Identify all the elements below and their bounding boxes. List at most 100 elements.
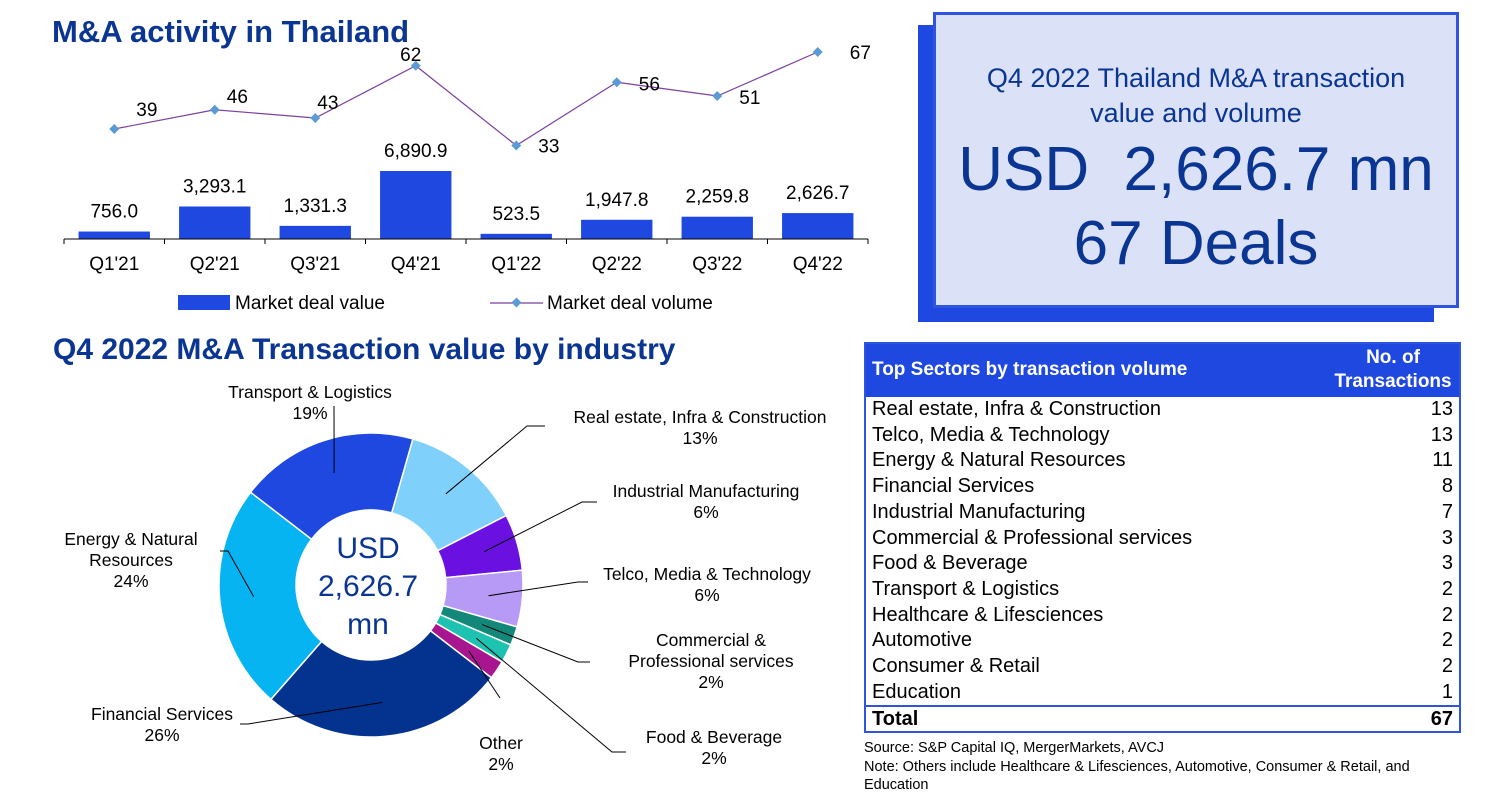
sector-name: Healthcare & Lifesciences bbox=[865, 603, 1327, 629]
volume-data-label: 43 bbox=[317, 93, 338, 114]
sector-name: Financial Services bbox=[865, 474, 1327, 500]
sector-name: Energy & Natural Resources bbox=[865, 448, 1327, 474]
kpi-card: Q4 2022 Thailand M&A transaction value a… bbox=[933, 12, 1459, 308]
slice-name: Real estate, Infra & Construction bbox=[574, 407, 827, 427]
bar-data-label: 3,293.1 bbox=[183, 177, 246, 198]
sector-name: Education bbox=[865, 680, 1327, 707]
volume-data-label: 51 bbox=[739, 88, 760, 109]
kpi-subtitle-line2: value and volume bbox=[936, 96, 1456, 131]
transaction-count: 3 bbox=[1327, 526, 1460, 552]
sector-name: Automotive bbox=[865, 628, 1327, 654]
kpi-deal-count: 67 Deals bbox=[936, 209, 1456, 279]
x-tick-label: Q3'21 bbox=[290, 254, 340, 275]
volume-marker bbox=[612, 77, 622, 87]
column-header-count: No. of Transactions bbox=[1327, 343, 1460, 397]
column-header-sector: Top Sectors by transaction volume bbox=[865, 343, 1327, 397]
slice-name: Energy & Natural bbox=[64, 529, 197, 549]
sector-name: Transport & Logistics bbox=[865, 577, 1327, 603]
transaction-count: 13 bbox=[1327, 423, 1460, 449]
bar-deal-value bbox=[782, 213, 853, 239]
total-label: Total bbox=[865, 706, 1327, 732]
bar-deal-value bbox=[481, 234, 552, 239]
x-tick-label: Q2'22 bbox=[592, 254, 642, 275]
table-header-row: Top Sectors by transaction volume No. of… bbox=[865, 343, 1460, 397]
slice-name: Telco, Media & Technology bbox=[603, 564, 811, 584]
transaction-count: 8 bbox=[1327, 474, 1460, 500]
industry-chart-title: Q4 2022 M&A Transaction value by industr… bbox=[53, 333, 675, 367]
slice-name: Transport & Logistics bbox=[228, 382, 392, 402]
bar-deal-value bbox=[79, 232, 150, 239]
volume-marker bbox=[813, 47, 823, 57]
slice-percent: 6% bbox=[694, 585, 719, 605]
kpi-deal-value: USD 2,626.7 mn bbox=[936, 135, 1456, 205]
legend-label-deal-volume: Market deal volume bbox=[547, 293, 713, 314]
x-tick-label: Q1'21 bbox=[89, 254, 139, 275]
line-series-market-deal-volume: 39 46 43 62 33 56 51 67 bbox=[109, 43, 871, 158]
top-sectors-table: Top Sectors by transaction volume No. of… bbox=[864, 342, 1461, 733]
bar-data-label: 1,331.3 bbox=[284, 196, 347, 217]
others-note: Note: Others include Healthcare & Lifesc… bbox=[864, 758, 1464, 795]
sector-name: Industrial Manufacturing bbox=[865, 500, 1327, 526]
transaction-count: 2 bbox=[1327, 603, 1460, 629]
volume-data-label: 62 bbox=[400, 45, 421, 66]
transaction-count: 2 bbox=[1327, 654, 1460, 680]
bar-data-label: 756.0 bbox=[90, 202, 138, 223]
slice-percent: 2% bbox=[701, 748, 726, 768]
volume-marker bbox=[210, 105, 220, 115]
slice-name: Financial Services bbox=[91, 704, 233, 724]
transaction-count: 2 bbox=[1327, 577, 1460, 603]
slice-percent: 26% bbox=[144, 725, 179, 745]
bar-deal-value bbox=[380, 171, 451, 239]
volume-data-label: 67 bbox=[850, 43, 871, 64]
transaction-count: 13 bbox=[1327, 397, 1460, 423]
chart-legend: Market deal value Market deal volume bbox=[178, 293, 713, 314]
volume-marker bbox=[109, 124, 119, 134]
sector-name: Commercial & Professional services bbox=[865, 526, 1327, 552]
slice-name: Commercial & bbox=[656, 630, 766, 650]
volume-data-label: 46 bbox=[227, 87, 248, 108]
volume-data-label: 39 bbox=[136, 100, 157, 121]
x-tick-label: Q4'22 bbox=[793, 254, 843, 275]
slice-percent: 13% bbox=[682, 428, 717, 448]
donut-center-line3: mn bbox=[347, 608, 389, 641]
bar-data-label: 2,259.8 bbox=[686, 187, 749, 208]
bar-deal-value bbox=[581, 220, 652, 239]
transaction-count: 3 bbox=[1327, 551, 1460, 577]
kpi-subtitle-line1: Q4 2022 Thailand M&A transaction bbox=[936, 61, 1456, 96]
footnote: Source: S&P Capital IQ, MergerMarkets, A… bbox=[864, 739, 1464, 795]
volume-data-label: 33 bbox=[538, 137, 559, 158]
donut-center-label: USD 2,626.7 mn bbox=[318, 532, 418, 641]
bar-deal-value bbox=[682, 217, 753, 239]
volume-marker bbox=[310, 113, 320, 123]
slice-name: Food & Beverage bbox=[646, 727, 782, 747]
kpi-subtitle: Q4 2022 Thailand M&A transaction value a… bbox=[936, 61, 1456, 131]
column-header-count-line2: Transactions bbox=[1333, 370, 1453, 394]
slice-name: Industrial Manufacturing bbox=[613, 481, 800, 501]
column-header-count-line1: No. of bbox=[1333, 346, 1453, 370]
bar-data-label: 1,947.8 bbox=[585, 190, 648, 211]
slice-name: Professional services bbox=[628, 651, 794, 671]
slice-percent: 2% bbox=[698, 672, 723, 692]
x-tick-label: Q1'22 bbox=[491, 254, 541, 275]
volume-data-label: 56 bbox=[639, 74, 660, 95]
